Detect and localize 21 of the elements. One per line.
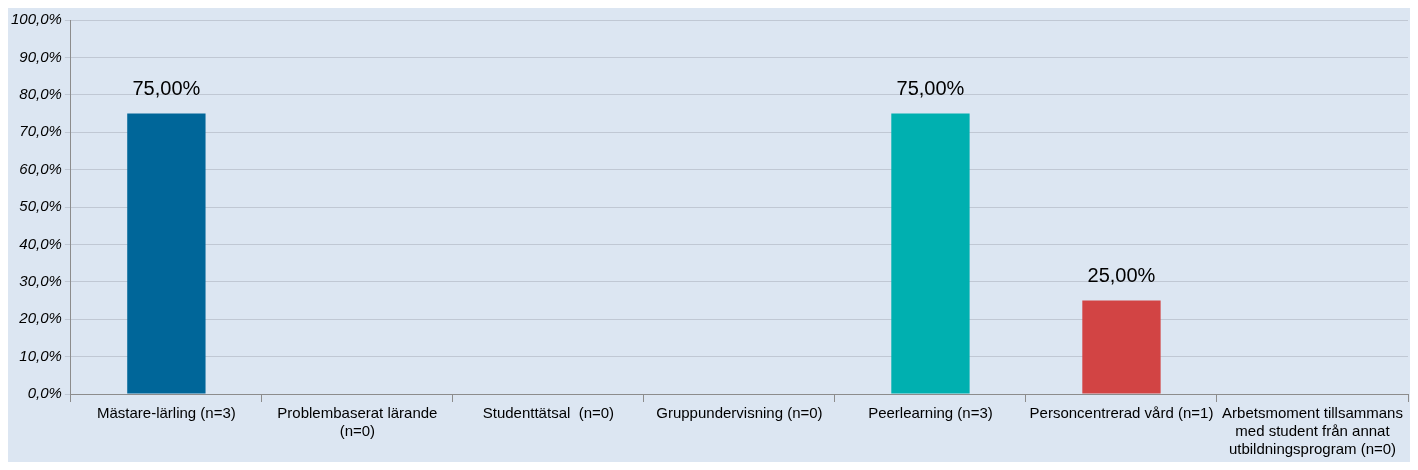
y-tick-label: 60,0% [19,159,62,177]
x-tick-label: Personcentrerad vård (n=1) [1029,404,1214,422]
y-tick-label: 0,0% [27,384,62,402]
y-tick-label: 80,0% [19,84,62,102]
data-label: 75,00% [132,77,201,100]
data-label: 75,00% [896,77,965,100]
y-tick-label: 100,0% [11,10,62,28]
x-tick-label: Gruppundervisning (n=0) [656,404,823,422]
x-tick-label: Mästare-lärling (n=3) [96,404,236,422]
x-tick-label: Peerlearning (n=3) [868,404,993,422]
y-tick-label: 20,0% [18,309,62,327]
x-tick-label: Arbetsmoment tillsammans med student från annat utbildningsprogram (n=0) [1222,404,1403,458]
y-tick-label: 50,0% [19,197,62,215]
data-label: 25,00% [1087,264,1156,287]
y-tick-label: 10,0% [19,346,62,364]
y-tick-label: 30,0% [19,271,62,289]
x-tick-label: Problembaserat lärande (n=0) [277,404,438,440]
y-tick-label: 90,0% [19,47,62,65]
y-tick-label: 40,0% [19,234,62,252]
y-tick-label: 70,0% [19,122,62,140]
x-tick-label: Studenttätsal (n=0) [482,404,615,422]
